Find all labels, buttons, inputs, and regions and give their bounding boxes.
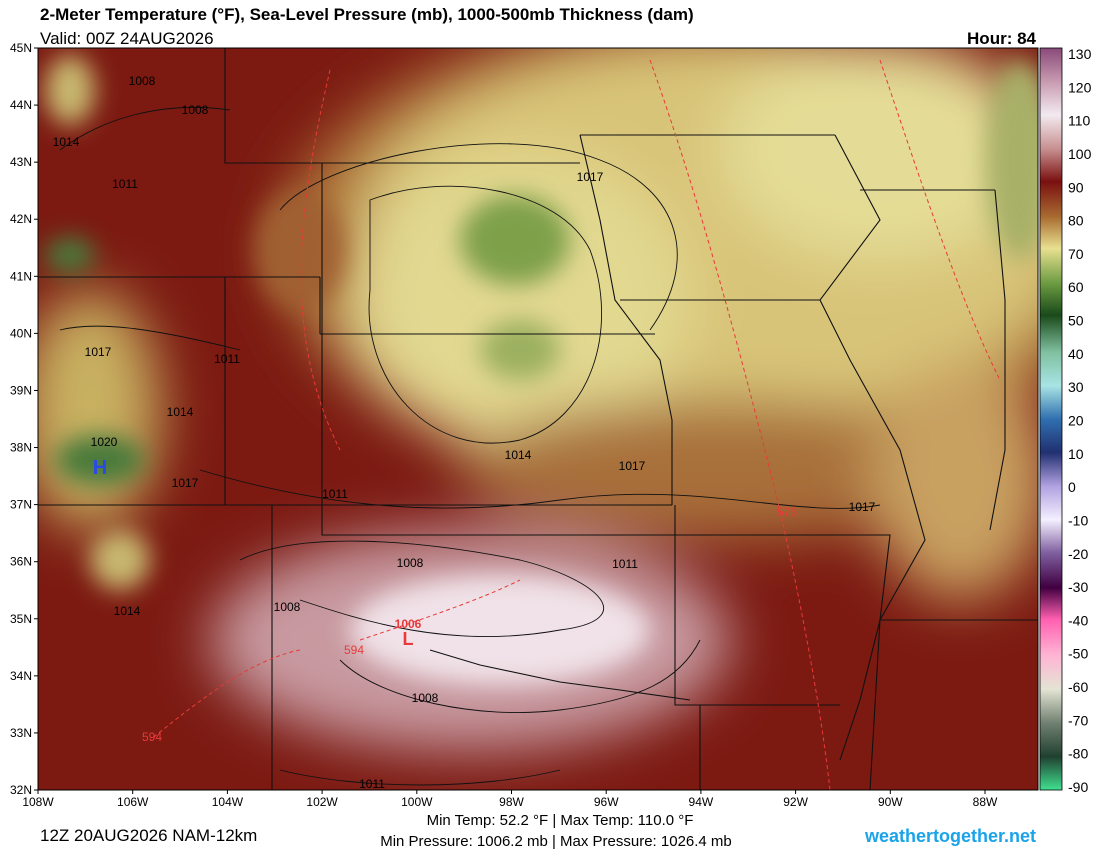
colorbar-label: 110	[1068, 113, 1091, 129]
lon-label: 106W	[117, 795, 149, 809]
colorbar-label: 80	[1068, 213, 1084, 229]
isobar-label: 1014	[53, 135, 80, 149]
lon-label: 104W	[212, 795, 244, 809]
colorbar-label: -80	[1068, 746, 1088, 762]
temp-range: Min Temp: 52.2 °F | Max Temp: 110.0 °F	[427, 812, 694, 829]
isobar-label: 1014	[505, 448, 532, 462]
colorbar-label: -90	[1068, 779, 1088, 795]
colorbar-label: -30	[1068, 579, 1088, 595]
temperature-field	[38, 48, 1038, 790]
isobar-label: 1011	[214, 352, 240, 366]
forecast-hour: Hour: 84	[967, 29, 1037, 48]
lat-label: 34N	[10, 669, 32, 683]
isobar-label: 1011	[359, 777, 385, 791]
lat-label: 43N	[10, 155, 32, 169]
colorbar-label: -60	[1068, 679, 1088, 695]
colorbar-label: -70	[1068, 712, 1088, 728]
isobar-label: 1011	[612, 557, 638, 571]
thickness-label: 594	[142, 730, 162, 744]
lon-label: 96W	[594, 795, 619, 809]
colorbar-label: -50	[1068, 646, 1088, 662]
thickness-label: 594	[344, 643, 364, 657]
isobar-label: 1008	[412, 691, 439, 705]
low-pressure-value: 1006	[395, 617, 422, 631]
colorbar-label: 70	[1068, 246, 1084, 262]
colorbar-label: 40	[1068, 346, 1084, 362]
isobar-label: 1017	[172, 476, 199, 490]
lat-label: 39N	[10, 383, 32, 397]
lon-label: 98W	[499, 795, 524, 809]
lat-label: 35N	[10, 612, 32, 626]
lat-label: 38N	[10, 441, 32, 455]
isobar-label: 1017	[85, 345, 112, 359]
isobar-label: 1011	[322, 487, 348, 501]
colorbar-label: 30	[1068, 379, 1084, 395]
high-pressure-symbol: H	[93, 457, 107, 479]
colorbar-label: 100	[1068, 146, 1092, 162]
colorbar-label: 50	[1068, 313, 1084, 329]
lon-label: 92W	[783, 795, 808, 809]
isobar-label: 1017	[619, 459, 646, 473]
map-title: 2-Meter Temperature (°F), Sea-Level Pres…	[40, 5, 694, 24]
lat-label: 41N	[10, 269, 32, 283]
model-run: 12Z 20AUG2026 NAM-12km	[40, 826, 257, 845]
lon-label: 94W	[689, 795, 714, 809]
isobar-label: 1014	[114, 604, 141, 618]
valid-time: Valid: 00Z 24AUG2026	[40, 29, 214, 48]
isobar-label: 1020	[91, 435, 118, 449]
lon-label: 108W	[22, 795, 54, 809]
map-frame	[37, 47, 1039, 791]
colorbar-label: 60	[1068, 279, 1084, 295]
lat-label: 40N	[10, 326, 32, 340]
isobar-label: 1014	[167, 405, 194, 419]
colorbar-label: -40	[1068, 612, 1088, 628]
colorbar-label: 130	[1068, 46, 1092, 62]
isobar-label: 1008	[129, 74, 156, 88]
lat-label: 45N	[10, 41, 32, 55]
lat-label: 33N	[10, 726, 32, 740]
lon-label: 90W	[878, 795, 903, 809]
lat-label: 44N	[10, 98, 32, 112]
isobar-label: 1008	[274, 600, 301, 614]
isobar-label: 1017	[849, 500, 876, 514]
isobar-label: 1008	[182, 103, 209, 117]
colorbar	[1039, 47, 1063, 791]
colorbar-label: 0	[1068, 479, 1076, 495]
low-pressure-symbol: L	[403, 629, 414, 649]
lat-label: 32N	[10, 783, 32, 797]
colorbar-label: 90	[1068, 179, 1084, 195]
colorbar-label: 120	[1068, 79, 1092, 95]
colorbar-label: -20	[1068, 546, 1088, 562]
lon-label: 100W	[401, 795, 433, 809]
lat-label: 37N	[10, 498, 32, 512]
colorbar-label: 10	[1068, 446, 1084, 462]
lat-label: 42N	[10, 212, 32, 226]
thickness-label: 576	[777, 505, 797, 519]
lat-label: 36N	[10, 555, 32, 569]
isobar-label: 1017	[577, 170, 604, 184]
pressure-range: Min Pressure: 1006.2 mb | Max Pressure: …	[380, 833, 732, 850]
isobar-label: 1008	[397, 556, 424, 570]
colorbar-label: 20	[1068, 413, 1084, 429]
isobar-label: 1011	[112, 177, 138, 191]
lon-label: 88W	[973, 795, 998, 809]
colorbar-label: -10	[1068, 512, 1088, 528]
lon-label: 102W	[306, 795, 338, 809]
site-link[interactable]: weathertogether.net	[864, 826, 1036, 846]
